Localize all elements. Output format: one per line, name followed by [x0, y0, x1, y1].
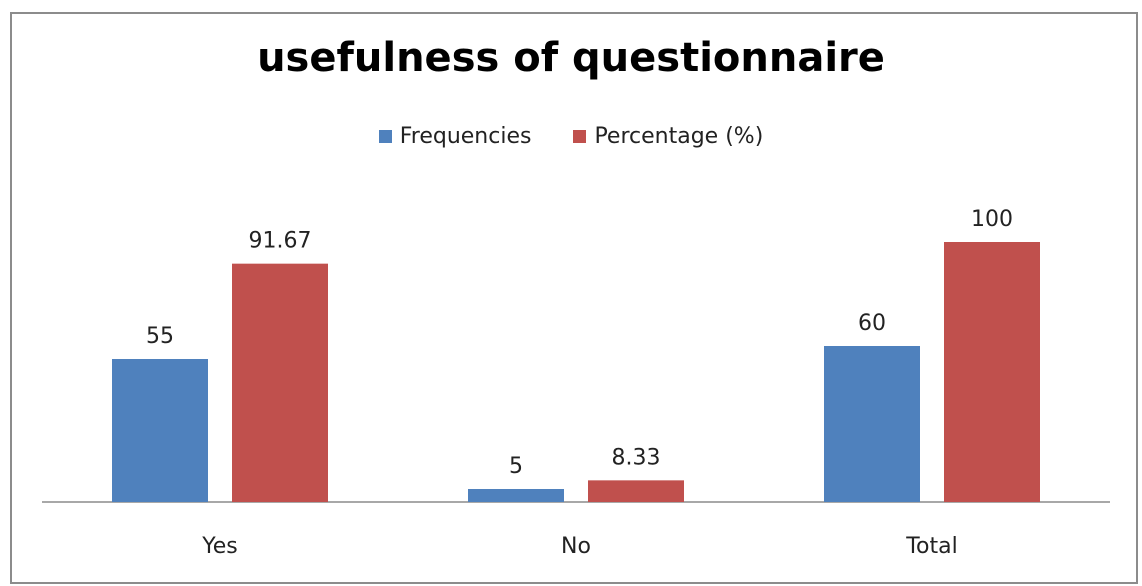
- bar-yes-frequencies: [112, 359, 208, 502]
- data-label-total-percentage: 100: [971, 207, 1013, 232]
- legend-swatch-frequencies: [378, 130, 392, 143]
- data-label-yes-percentage: 91.67: [249, 229, 312, 254]
- legend-label-frequencies: Frequencies: [399, 124, 532, 149]
- bar-no-frequencies: [468, 489, 564, 502]
- category-label-total: Total: [905, 534, 957, 559]
- legend: Frequencies Percentage (%): [0, 124, 1142, 149]
- data-label-no-percentage: 8.33: [612, 445, 661, 470]
- data-label-yes-frequencies: 55: [146, 324, 174, 349]
- bar-no-percentage: [588, 480, 684, 502]
- category-label-no: No: [561, 534, 591, 559]
- legend-item-frequencies: Frequencies: [378, 124, 532, 149]
- data-label-no-frequencies: 5: [509, 454, 523, 479]
- legend-label-percentage: Percentage (%): [594, 124, 764, 149]
- bar-yes-percentage: [232, 263, 328, 502]
- chart-title: usefulness of questionnaire: [257, 35, 885, 81]
- legend-swatch-percentage: [573, 130, 587, 143]
- legend-item-percentage: Percentage (%): [573, 124, 763, 149]
- category-label-yes: Yes: [201, 534, 238, 559]
- bar-total-frequencies: [824, 346, 920, 502]
- bar-total-percentage: [944, 242, 1040, 502]
- data-label-total-frequencies: 60: [858, 311, 886, 336]
